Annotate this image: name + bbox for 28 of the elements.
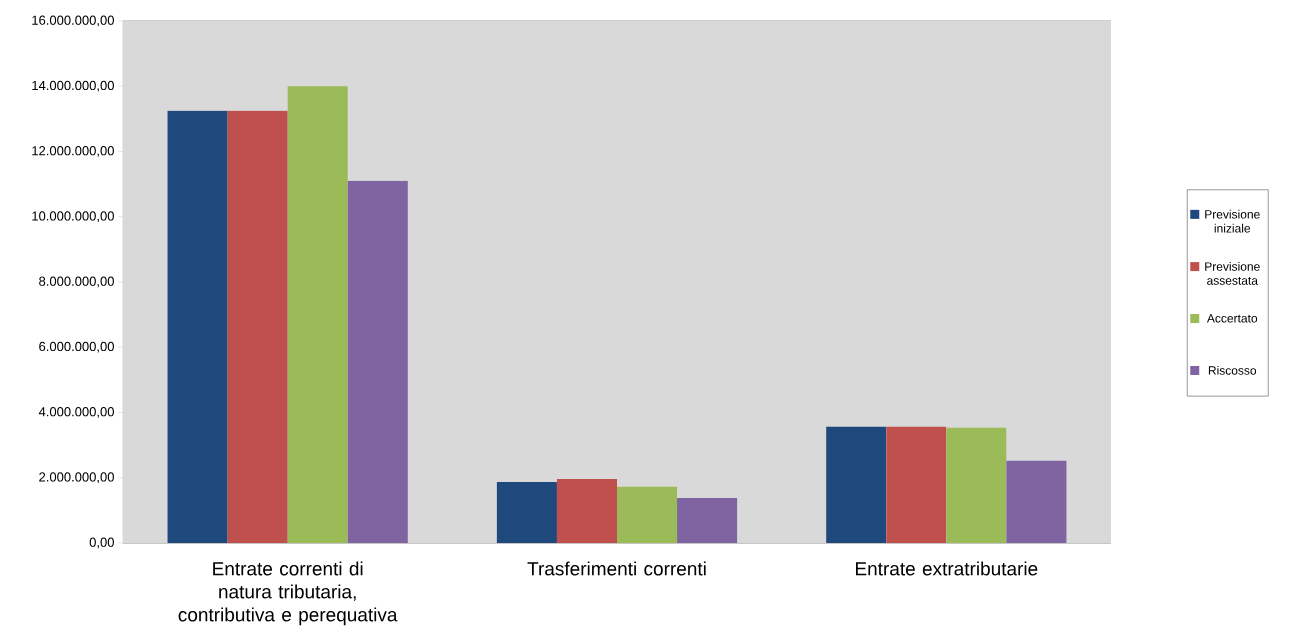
legend-label: Riscosso: [1208, 365, 1257, 375]
bar: [826, 426, 887, 543]
bar: [677, 497, 738, 543]
bar: [167, 110, 228, 543]
y-tick-label: 16.000.000,00: [32, 15, 114, 27]
y-tick-label: 6.000.000,00: [39, 341, 114, 353]
legend-label: Accertato: [1206, 314, 1258, 323]
bar: [347, 180, 408, 543]
x-tick-label: Trasferimenti correnti: [527, 561, 706, 576]
bar: [496, 481, 557, 543]
y-tick-label: 8.000.000,00: [39, 276, 114, 288]
bar: [886, 426, 947, 543]
bar: [287, 86, 348, 543]
y-tick-label: 0,00: [89, 537, 114, 549]
y-tick-label: 12.000.000,00: [32, 146, 114, 157]
bar: [227, 110, 288, 543]
legend-label: Previsione assestata: [1205, 261, 1260, 285]
bar: [946, 427, 1007, 543]
bar: [1006, 460, 1067, 543]
x-tick-label: Entrate extratributarie: [856, 561, 1038, 576]
y-tick-label: 10.000.000,00: [32, 211, 114, 223]
y-tick-label: 4.000.000,00: [38, 407, 114, 418]
y-tick-label: 14.000.000,00: [32, 80, 114, 92]
x-tick-label: Entrate correnti di natura tributaria, contributiva e perequativa: [178, 561, 398, 626]
bar: [556, 479, 617, 543]
bar: [617, 486, 678, 543]
y-tick-label: 2.000.000,00: [39, 472, 114, 484]
legend-label: Previsione iniziale: [1205, 209, 1260, 233]
